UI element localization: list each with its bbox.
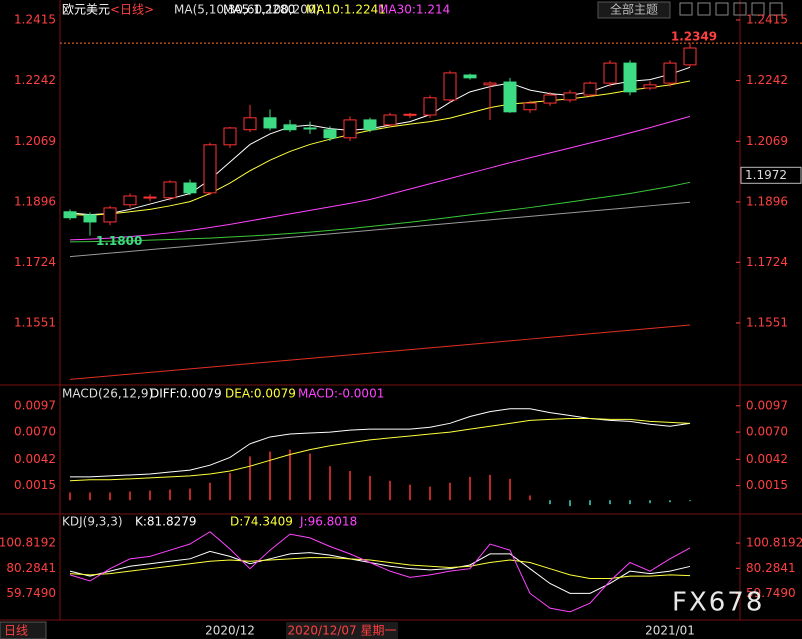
- candle-body: [403, 113, 417, 116]
- candle-body: [563, 92, 577, 101]
- indicator-line: [69, 557, 691, 580]
- y-tick-label-right: 0.0042: [746, 452, 788, 466]
- y-tick-label: 0.0042: [14, 452, 56, 466]
- y-tick-label: 1.1896: [14, 194, 56, 208]
- candle-body: [103, 207, 117, 223]
- y-tick-label: 1.1724: [14, 255, 56, 269]
- candle-body: [63, 211, 77, 219]
- legend-item: DIFF:0.0079: [150, 387, 222, 401]
- candle-body: [363, 119, 377, 131]
- y-tick-label-right: 1.1896: [746, 194, 788, 208]
- candle-body: [323, 129, 337, 139]
- legend-item: DEA:0.0079: [225, 387, 296, 401]
- legend-item: MA10:1.2241: [306, 3, 386, 17]
- legend-item: K:81.8279: [135, 515, 197, 529]
- y-tick-label-right: 1.2069: [746, 134, 788, 148]
- y-tick-label: 100.8192: [0, 536, 56, 550]
- x-tick-label: 2020/12: [205, 624, 255, 638]
- indicator-line: [69, 181, 691, 243]
- candle-body: [303, 127, 317, 130]
- candle-body: [143, 196, 157, 199]
- watermark: FX678: [672, 588, 764, 618]
- candle-body: [343, 119, 357, 139]
- y-tick-label: 80.2841: [6, 561, 56, 575]
- candle-body: [463, 74, 477, 79]
- legend-item: MA5:1.2280: [223, 3, 295, 17]
- x-tick-label: 2021/01: [645, 624, 695, 638]
- candle-body: [683, 47, 697, 66]
- period-button-label: 日线: [4, 624, 28, 638]
- candle-body: [623, 62, 637, 93]
- period-button[interactable]: [0, 621, 47, 639]
- y-tick-label-right: 1.2242: [746, 73, 788, 87]
- candle-body: [543, 94, 557, 104]
- candle-body: [603, 62, 617, 84]
- y-tick-label-right: 0.0015: [746, 478, 788, 492]
- candle-body: [523, 102, 537, 111]
- cursor-price: 1.1972: [745, 168, 787, 182]
- candle-body: [83, 214, 97, 223]
- cursor-label: 2020/12/07 星期一: [288, 624, 397, 638]
- indicator-name: MACD(26,12,9): [62, 387, 153, 401]
- y-tick-label: 0.0070: [14, 425, 56, 439]
- indicator-line: [69, 80, 691, 216]
- theme-label: 全部主题: [610, 2, 658, 17]
- legend-item: MACD:-0.0001: [298, 387, 384, 401]
- candle-body: [263, 117, 277, 129]
- y-tick-label: 0.0015: [14, 478, 56, 492]
- candle-body: [503, 81, 517, 113]
- y-tick-label: 0.0097: [14, 398, 56, 412]
- candle-body: [123, 195, 137, 206]
- indicator-line: [69, 550, 691, 594]
- indicator-line: [69, 201, 691, 258]
- frame: [0, 0, 802, 621]
- y-tick-label-right: 80.2841: [746, 561, 796, 575]
- y-tick-label-right: 1.1551: [746, 315, 788, 329]
- candle-body: [163, 181, 177, 199]
- y-tick-label-right: 0.0070: [746, 425, 788, 439]
- candle-body: [443, 72, 457, 101]
- period: <日线>: [110, 3, 154, 17]
- symbol: 欧元美元: [62, 3, 110, 17]
- candle-body: [423, 97, 437, 116]
- low-label: 1.1800: [96, 234, 142, 248]
- legend-item: MA30:1.214: [378, 3, 450, 17]
- y-tick-label: 1.2069: [14, 134, 56, 148]
- candle-body: [283, 124, 297, 131]
- y-tick-label: 1.1551: [14, 315, 56, 329]
- y-tick-label-right: 1.2415: [746, 12, 788, 26]
- candle-body: [383, 114, 397, 126]
- candle-body: [183, 182, 197, 194]
- toolbar-icons[interactable]: [679, 2, 783, 16]
- y-tick-label-right: 1.1724: [746, 255, 788, 269]
- candle-body: [243, 117, 257, 131]
- indicator-line: [69, 115, 691, 241]
- y-tick-label: 1.2415: [14, 12, 56, 26]
- y-tick-label-right: 0.0097: [746, 398, 788, 412]
- legend-item: J:96.8018: [299, 515, 357, 529]
- y-tick-label-right: 100.8192: [746, 536, 802, 550]
- indicator-line: [69, 417, 691, 482]
- indicator-line: [69, 324, 691, 380]
- candle-body: [643, 84, 657, 89]
- indicator-name: MA(5,10,30,60,100,200): [174, 3, 320, 17]
- candle-body: [583, 82, 597, 96]
- y-tick-label-right: 59.7490: [746, 586, 796, 600]
- candle-body: [223, 127, 237, 146]
- candle-body: [203, 144, 217, 194]
- cursor-label-box: [286, 622, 398, 639]
- y-tick-label: 59.7490: [6, 586, 56, 600]
- candle-body: [483, 82, 497, 86]
- candle-body: [663, 62, 677, 84]
- theme-button[interactable]: [597, 1, 671, 19]
- indicator-name: KDJ(9,3,3): [62, 515, 123, 529]
- legend-item: D:74.3409: [230, 515, 293, 529]
- cursor-price-box: [740, 166, 802, 184]
- indicator-line: [69, 531, 691, 613]
- y-tick-label: 1.2242: [14, 73, 56, 87]
- high-label: 1.2349: [671, 30, 717, 44]
